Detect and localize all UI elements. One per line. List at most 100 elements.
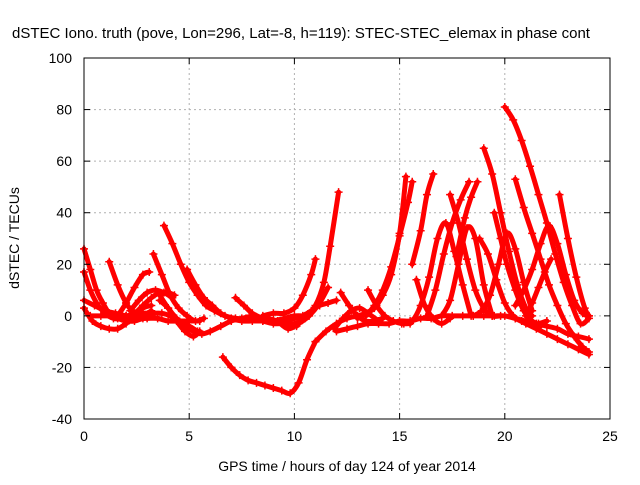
plot-frame xyxy=(83,57,611,420)
data-point-marker xyxy=(138,301,147,310)
data-point-marker xyxy=(561,319,570,328)
data-point-marker xyxy=(294,378,303,387)
x-tick-label: 10 xyxy=(287,428,303,444)
data-point-marker xyxy=(511,175,520,184)
data-point-marker xyxy=(570,332,579,341)
data-point-marker xyxy=(416,314,425,323)
data-point-marker xyxy=(155,291,164,300)
data-point-marker xyxy=(319,278,328,287)
data-point-marker xyxy=(122,298,131,307)
data-point-marker xyxy=(269,319,278,328)
data-point-marker xyxy=(183,265,192,274)
data-point-marker xyxy=(462,255,471,264)
data-point-marker xyxy=(130,283,139,292)
data-point-marker xyxy=(477,306,486,315)
data-point-marker xyxy=(563,234,572,243)
data-point-marker xyxy=(113,324,122,333)
data-point-marker xyxy=(488,311,497,320)
data-point-marker xyxy=(218,353,227,362)
data-point-marker xyxy=(422,311,431,320)
data-point-marker xyxy=(153,314,162,323)
data-point-marker xyxy=(277,386,286,395)
data-point-marker xyxy=(248,317,257,326)
y-tick-label: 60 xyxy=(56,153,72,169)
series-track xyxy=(511,221,593,320)
data-point-marker xyxy=(528,317,537,326)
data-point-marker xyxy=(404,198,413,207)
series-line xyxy=(453,179,480,259)
series-track xyxy=(511,314,593,359)
data-point-marker xyxy=(336,288,345,297)
y-axis-label: dSTEC / TECUs xyxy=(6,187,22,289)
data-point-marker xyxy=(488,170,497,179)
data-point-marker xyxy=(260,381,269,390)
data-point-marker xyxy=(298,291,307,300)
chart-title: dSTEC Iono. truth (pove, Lon=296, Lat=-8… xyxy=(12,25,591,42)
x-tick-label: 15 xyxy=(392,428,408,444)
data-point-marker xyxy=(505,247,514,256)
data-point-marker xyxy=(553,324,562,333)
x-axis-label: GPS time / hours of day 124 of year 2014 xyxy=(218,458,476,474)
data-point-marker xyxy=(216,322,225,331)
data-point-marker xyxy=(547,255,556,264)
data-point-marker xyxy=(511,301,520,310)
series-track xyxy=(353,172,410,323)
series-track xyxy=(218,337,320,398)
data-point-marker xyxy=(511,314,520,323)
data-point-marker xyxy=(483,249,492,258)
data-point-marker xyxy=(159,221,168,230)
series-track xyxy=(555,190,593,320)
data-point-marker xyxy=(113,280,122,289)
data-point-marker xyxy=(479,144,488,153)
series-line xyxy=(409,171,436,267)
data-point-marker xyxy=(542,317,551,326)
data-point-marker xyxy=(361,311,370,320)
data-point-marker xyxy=(526,162,535,171)
data-point-marker xyxy=(496,234,505,243)
data-point-marker xyxy=(315,298,324,307)
data-point-marker xyxy=(584,350,593,359)
series-track xyxy=(273,283,333,333)
data-point-marker xyxy=(284,324,293,333)
data-point-marker xyxy=(147,306,156,315)
data-point-marker xyxy=(370,301,379,310)
data-point-marker xyxy=(231,293,240,302)
data-point-marker xyxy=(469,311,478,320)
axis-ticks: 0 5 10 15 20 25 -40 -20 0 20 40 60 80 100 xyxy=(49,50,618,444)
data-point-marker xyxy=(519,203,528,212)
data-point-marker xyxy=(408,317,417,326)
data-point-marker xyxy=(429,170,438,179)
data-point-marker xyxy=(486,291,495,300)
data-point-marker xyxy=(96,322,105,331)
series-line xyxy=(512,176,592,355)
data-point-marker xyxy=(90,301,99,310)
data-point-marker xyxy=(239,301,248,310)
series-track xyxy=(258,255,320,320)
x-tick-label: 5 xyxy=(185,428,193,444)
y-tick-label: 80 xyxy=(56,102,72,118)
y-tick-label: -40 xyxy=(52,411,72,427)
data-point-marker xyxy=(145,268,154,277)
data-point-marker xyxy=(500,102,509,111)
data-point-marker xyxy=(216,309,225,318)
data-point-marker xyxy=(528,229,537,238)
data-point-marker xyxy=(500,298,509,307)
data-point-marker xyxy=(540,268,549,277)
data-point-marker xyxy=(429,314,438,323)
data-point-marker xyxy=(252,378,261,387)
data-point-marker xyxy=(290,304,299,313)
data-point-marker xyxy=(553,335,562,344)
data-point-marker xyxy=(572,273,581,282)
data-point-marker xyxy=(467,193,476,202)
data-point-marker xyxy=(206,327,215,336)
x-tick-label: 25 xyxy=(602,428,618,444)
data-point-marker xyxy=(511,286,520,295)
data-point-marker xyxy=(475,234,484,243)
data-point-marker xyxy=(380,311,389,320)
data-point-marker xyxy=(576,319,585,328)
data-point-marker xyxy=(439,249,448,258)
data-point-marker xyxy=(584,311,593,320)
x-tick-label: 0 xyxy=(80,428,88,444)
